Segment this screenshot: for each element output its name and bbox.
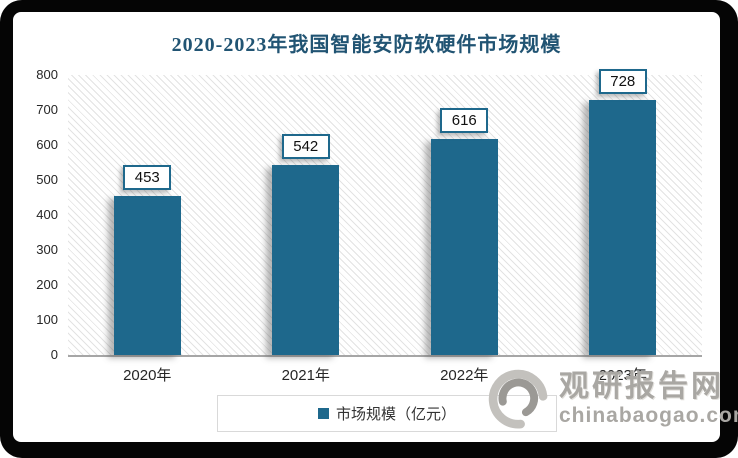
y-axis-tick-label: 800	[36, 67, 58, 82]
watermark-texts: 观研报告网 chinabaogao.com	[559, 370, 738, 428]
chart-canvas: 2020-2023年我国智能安防软硬件市场规模 市场规模（亿元） 观研报告网 c…	[13, 12, 738, 442]
bar	[589, 100, 657, 355]
watermark-site-name: 观研报告网	[559, 370, 724, 403]
y-axis-tick-label: 100	[36, 312, 58, 327]
y-axis-tick-label: 500	[36, 172, 58, 187]
bar	[113, 196, 181, 355]
bar	[430, 139, 498, 355]
y-axis-tick-label: 0	[50, 347, 58, 362]
x-axis-tick-label: 2020年	[123, 367, 172, 384]
x-axis-tick-label: 2023年	[598, 367, 647, 384]
y-axis-tick-label: 300	[36, 242, 58, 257]
x-axis-tick-label: 2021年	[281, 367, 330, 384]
watermark-domain: chinabaogao.com	[559, 404, 738, 427]
y-axis-tick-label: 400	[36, 207, 58, 222]
swirl-logo-icon	[488, 369, 548, 429]
value-label: 616	[440, 108, 489, 134]
y-axis-tick-label: 200	[36, 277, 58, 292]
y-axis-tick-label: 700	[36, 102, 58, 117]
y-axis-tick-label: 600	[36, 137, 58, 152]
legend-marker-icon	[317, 408, 329, 419]
x-axis-tick-label: 2022年	[440, 367, 489, 384]
legend-label: 市场规模（亿元）	[335, 406, 456, 423]
chart-title: 2020-2023年我国智能安防软硬件市场规模	[171, 34, 562, 56]
value-label: 728	[598, 69, 647, 95]
bar	[272, 165, 340, 355]
watermark: 观研报告网 chinabaogao.com	[485, 366, 738, 432]
value-label: 542	[281, 134, 330, 160]
legend-box: 市场规模（亿元）	[217, 395, 557, 432]
value-label: 453	[123, 165, 172, 191]
